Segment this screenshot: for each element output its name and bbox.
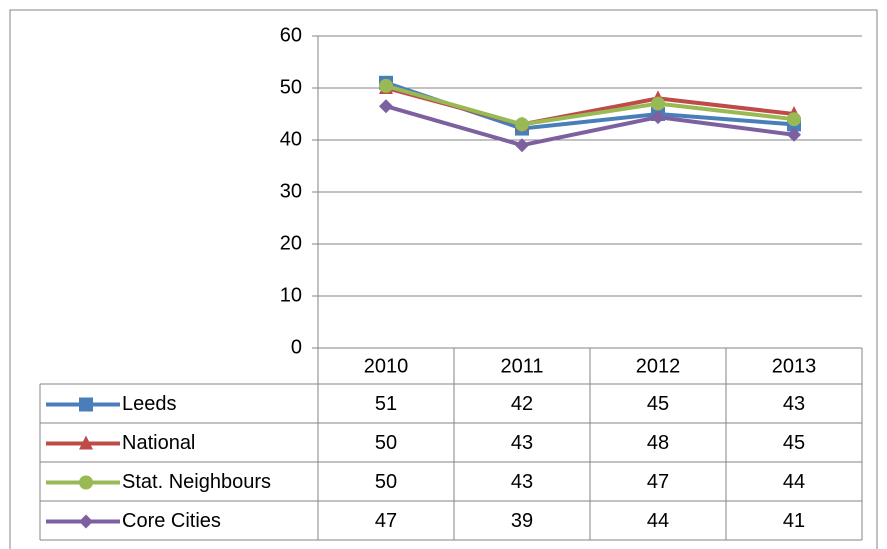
y-tick-label: 50: [280, 76, 302, 98]
x-tick-label: 2011: [500, 355, 543, 377]
data-label: 45: [783, 432, 805, 454]
data-label: 50: [375, 471, 397, 493]
data-label: 43: [783, 393, 805, 415]
data-label: 45: [647, 393, 669, 415]
legend-marker: [79, 475, 93, 490]
x-tick-label: 2010: [364, 355, 409, 377]
chart-frame: [9, 9, 878, 549]
marker: [787, 127, 801, 142]
data-label: 50: [375, 432, 397, 454]
data-label: 44: [783, 471, 805, 493]
x-tick-label: 2013: [772, 355, 817, 377]
marker: [379, 78, 393, 93]
legend-label: Core Cities: [122, 510, 221, 532]
series-line: [385, 104, 795, 148]
data-label: 47: [375, 510, 397, 532]
legend-marker: [79, 435, 93, 450]
data-label: 41: [783, 510, 805, 532]
data-label: 43: [511, 432, 533, 454]
marker: [651, 110, 665, 125]
legend-label: Leeds: [122, 393, 177, 415]
marker: [651, 96, 665, 111]
y-tick-label: 40: [280, 128, 302, 150]
legend-marker: [79, 397, 93, 412]
data-label: 51: [375, 393, 397, 415]
data-label: 47: [647, 471, 669, 493]
data-label: 44: [647, 510, 669, 532]
y-tick-label: 20: [280, 232, 302, 254]
data-label: 43: [511, 471, 533, 493]
marker: [379, 99, 393, 114]
x-tick-label: 2012: [636, 355, 681, 377]
marker: [515, 117, 529, 132]
y-tick-label: 0: [291, 336, 302, 358]
y-tick-label: 10: [280, 284, 302, 306]
legend-label: National: [122, 432, 195, 454]
legend-marker: [79, 514, 93, 529]
data-label: 39: [511, 510, 533, 532]
y-tick-label: 60: [280, 24, 302, 46]
data-label: 42: [511, 393, 533, 415]
legend-label: Stat. Neighbours: [122, 471, 271, 493]
data-label: 48: [647, 432, 669, 454]
marker: [515, 138, 529, 153]
y-tick-label: 30: [280, 180, 302, 202]
series-line: [385, 83, 795, 127]
marker: [787, 112, 801, 127]
